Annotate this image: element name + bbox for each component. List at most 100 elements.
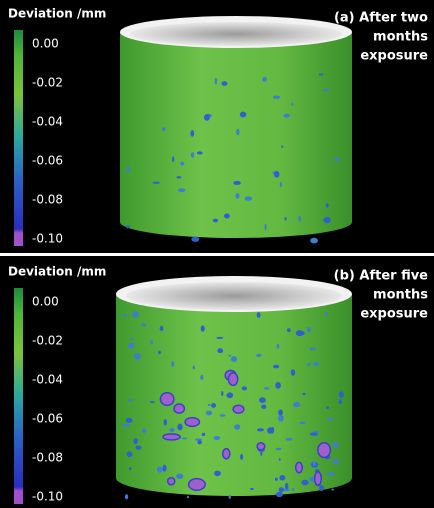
cylinder-bore	[126, 282, 342, 310]
deviation-spot	[244, 196, 253, 201]
deviation-spot	[177, 423, 183, 431]
deviation-spot	[235, 192, 240, 199]
deviation-spot	[281, 145, 284, 148]
deviation-spot	[284, 482, 289, 490]
deviation-spot	[190, 152, 195, 158]
deviation-spot	[200, 374, 204, 381]
deviation-spot	[325, 203, 329, 208]
deviation-spot	[134, 352, 141, 360]
deviation-spot	[291, 488, 295, 491]
caption: months	[373, 288, 428, 303]
deviation-spot	[219, 414, 226, 417]
deviation-spot-max	[187, 477, 206, 492]
deviation-spot	[338, 399, 343, 405]
deviation-spot	[186, 495, 190, 499]
colorbar	[14, 30, 23, 246]
deviation-spot	[207, 403, 211, 407]
deviation-spot	[131, 311, 139, 318]
deviation-spot	[196, 151, 203, 155]
deviation-spot	[278, 458, 281, 461]
deviation-spot-max	[317, 441, 332, 459]
deviation-spot	[158, 350, 161, 355]
colorbar-tick-label: -0.04	[32, 373, 63, 387]
caption: (a) After two	[334, 11, 428, 26]
deviation-spot	[301, 479, 309, 486]
deviation-spot	[302, 392, 306, 396]
deviation-spot	[306, 363, 311, 366]
deviation-spot	[126, 166, 131, 173]
deviation-spot-max	[256, 441, 266, 451]
deviation-spot	[327, 417, 334, 421]
cylinder	[120, 16, 352, 244]
deviation-spot	[283, 488, 290, 492]
deviation-spot	[126, 225, 130, 229]
deviation-spot	[264, 223, 267, 231]
deviation-spot	[326, 406, 329, 410]
deviation-spot	[285, 437, 293, 441]
deviation-spot	[274, 477, 278, 481]
colorbar-tick-label: -0.02	[32, 334, 63, 348]
deviation-spot	[161, 127, 166, 131]
deviation-spot	[283, 113, 290, 118]
deviation-spot	[233, 180, 241, 185]
deviation-spot	[171, 156, 175, 163]
deviation-spot	[190, 130, 195, 137]
deviation-spot	[279, 475, 286, 481]
deviation-spot	[217, 348, 224, 354]
deviation-spot	[332, 441, 339, 448]
colorbar-tick-label: 0.00	[32, 37, 59, 51]
deviation-spot	[309, 347, 316, 351]
panel: Deviation /mm 0.00 -0.02 -0.04 -0.06 -0.08 -0.…	[8, 265, 428, 504]
deviation-spot	[297, 331, 305, 336]
panel-divider	[0, 253, 434, 256]
deviation-spot	[213, 435, 221, 440]
deviation-spot	[228, 354, 231, 357]
deviation-spot	[201, 432, 206, 437]
deviation-spot-max	[227, 372, 239, 387]
deviation-spot-max	[294, 461, 304, 474]
deviation-spot	[211, 403, 217, 408]
deviation-spot	[133, 438, 138, 445]
deviation-spot	[332, 458, 339, 464]
deviation-spot	[271, 426, 275, 434]
deviation-spot	[159, 325, 164, 331]
caption: months	[373, 30, 428, 45]
deviation-spot	[239, 111, 247, 118]
colorbar-tick-label: -0.04	[32, 115, 63, 129]
deviation-spot	[272, 364, 280, 369]
deviation-spot	[177, 188, 186, 193]
deviation-spot	[310, 237, 318, 244]
deviation-spot	[182, 437, 187, 440]
deviation-spot	[141, 428, 147, 433]
deviation-spot	[122, 313, 128, 317]
deviation-spot	[286, 328, 291, 333]
deviation-spot	[223, 213, 230, 219]
deviation-spot	[338, 391, 344, 398]
deviation-spot-max	[173, 403, 186, 414]
deviation-spot	[176, 473, 184, 479]
deviation-spot	[162, 464, 167, 472]
deviation-spot	[331, 488, 334, 491]
deviation-spot	[163, 419, 167, 426]
deviation-spot	[312, 461, 317, 467]
deviation-spot	[214, 77, 218, 85]
deviation-spot	[149, 401, 155, 404]
deviation-spot	[293, 401, 301, 408]
deviation-spot	[127, 399, 134, 402]
deviation-spot	[200, 325, 205, 332]
colorbar-tick-label: -0.06	[32, 412, 63, 426]
deviation-spot	[323, 88, 330, 92]
deviation-spot	[135, 445, 142, 450]
deviation-spot	[319, 484, 324, 492]
deviation-spot	[214, 470, 221, 477]
deviation-spot	[241, 386, 248, 391]
deviation-spot	[298, 215, 301, 222]
deviation-spot	[240, 453, 244, 460]
deviation-spot	[275, 491, 283, 498]
colorbar-tick-label: -0.10	[32, 232, 63, 246]
deviation-spot	[256, 428, 264, 432]
deviation-spot	[150, 340, 153, 345]
deviation-spot	[128, 342, 135, 349]
deviation-spot	[191, 236, 200, 242]
